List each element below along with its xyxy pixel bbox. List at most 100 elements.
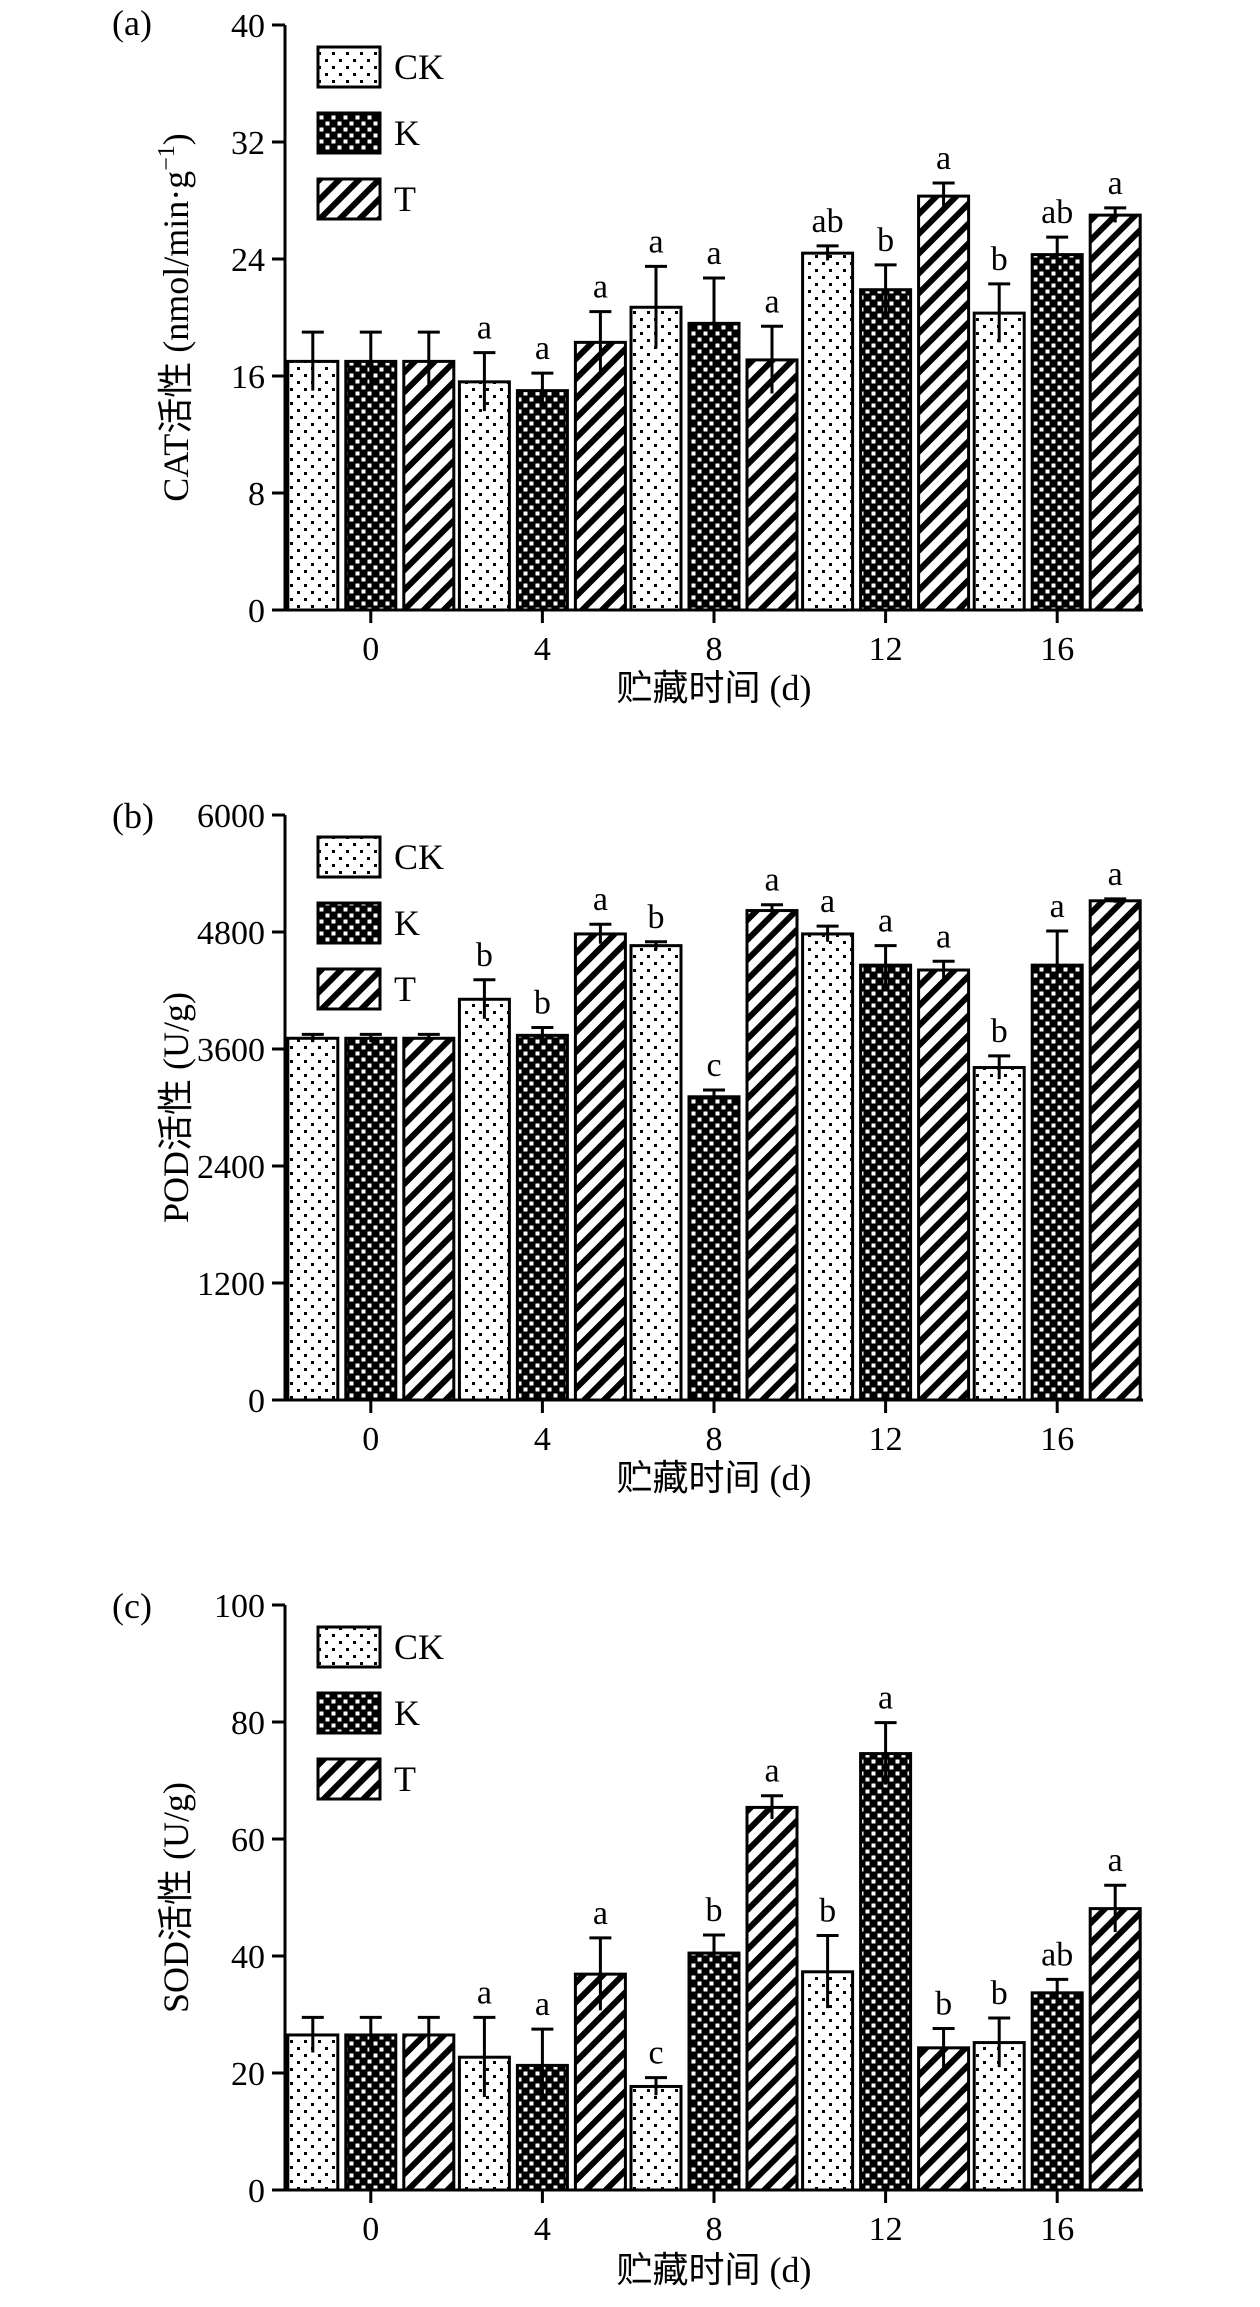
significance-letter: a: [820, 883, 835, 920]
legend-swatch-t: [316, 177, 382, 221]
bar-ck-0: [286, 2033, 340, 2192]
bar-t-16: [1088, 213, 1142, 612]
bar-t-16: [1088, 1907, 1142, 2192]
bar-ck-0: [286, 359, 340, 612]
significance-letter: a: [1108, 856, 1123, 893]
panel-label: (a): [112, 3, 152, 43]
x-tick-label: 4: [534, 631, 551, 668]
legend-label-t: T: [394, 179, 416, 219]
y-tick-label: 20: [231, 2056, 265, 2093]
x-tick-label: 16: [1040, 1421, 1074, 1458]
bar-t-4: [573, 340, 627, 612]
y-tick-label: 24: [231, 242, 265, 279]
legend-swatch-k: [316, 111, 382, 155]
bar-ck-8: [629, 305, 683, 612]
significance-letter: c: [706, 1047, 721, 1084]
significance-letter: a: [593, 269, 608, 306]
significance-letter: a: [764, 283, 779, 320]
significance-letter: b: [476, 937, 493, 974]
legend-swatch-ck: [316, 45, 382, 89]
legend-label-ck: CK: [394, 47, 444, 87]
y-axis-label-main: POD活性 (U/g): [156, 992, 196, 1223]
bar-ck-4: [457, 380, 511, 612]
y-tick-label: 1200: [197, 1266, 265, 1303]
y-tick-label: 16: [231, 359, 265, 396]
bar-t-16: [1088, 899, 1142, 1402]
x-tick-label: 0: [362, 1421, 379, 1458]
y-tick-label: 8: [248, 476, 265, 513]
bar-ck-8: [629, 944, 683, 1402]
bar-t-0: [402, 359, 456, 612]
legend-swatch-ck: [316, 835, 382, 879]
y-axis-label: POD活性 (U/g): [156, 992, 196, 1223]
y-tick-label: 100: [214, 1588, 265, 1625]
significance-letter: c: [648, 2035, 663, 2072]
bar-k-12: [859, 1752, 913, 2192]
significance-letter: a: [936, 140, 951, 177]
legend-swatch-t: [316, 1757, 382, 1801]
bar-ck-0: [286, 1036, 340, 1402]
y-tick-label: 0: [248, 593, 265, 630]
significance-letter: a: [648, 223, 663, 260]
bar-k-16: [1030, 1991, 1084, 2192]
y-tick-label: 0: [248, 2173, 265, 2210]
significance-letter: a: [878, 1680, 893, 1717]
bar-k-4: [515, 389, 569, 612]
significance-letter: b: [991, 241, 1008, 278]
bar-t-12: [917, 2046, 971, 2192]
x-tick-label: 12: [869, 1421, 903, 1458]
significance-letter: a: [593, 881, 608, 918]
x-tick-label: 4: [534, 1421, 551, 1458]
bar-k-16: [1030, 963, 1084, 1402]
significance-letter: a: [593, 1895, 608, 1932]
y-tick-label: 2400: [197, 1149, 265, 1186]
bar-ck-8: [629, 2084, 683, 2192]
significance-letter: a: [535, 330, 550, 367]
x-axis-label: 贮藏时间 (d): [617, 2250, 812, 2290]
legend-label-ck: CK: [394, 1627, 444, 1667]
significance-letter: a: [477, 1974, 492, 2011]
significance-letter: b: [991, 1013, 1008, 1050]
y-tick-label: 40: [231, 8, 265, 45]
y-tick-label: 32: [231, 125, 265, 162]
significance-letter: a: [1108, 1842, 1123, 1879]
bar-t-0: [402, 2033, 456, 2192]
significance-letter: b: [648, 899, 665, 936]
x-tick-label: 12: [869, 2211, 903, 2248]
x-tick-label: 16: [1040, 631, 1074, 668]
significance-letter: ab: [1041, 1936, 1073, 1973]
panel-label: (b): [112, 796, 154, 836]
bar-ck-16: [972, 1066, 1026, 1402]
legend-label-k: K: [394, 113, 420, 153]
y-tick-label: 4800: [197, 915, 265, 952]
x-tick-label: 8: [706, 1421, 723, 1458]
y-tick-label: 80: [231, 1705, 265, 1742]
significance-letter: a: [1108, 165, 1123, 202]
y-axis-label: SOD活性 (U/g): [156, 1782, 196, 2013]
significance-letter: a: [764, 862, 779, 899]
bar-t-8: [745, 358, 799, 612]
x-tick-label: 8: [706, 2211, 723, 2248]
bar-t-8: [745, 1805, 799, 2192]
bar-ck-12: [801, 251, 855, 612]
bar-t-8: [745, 909, 799, 1402]
x-tick-label: 8: [706, 631, 723, 668]
significance-letter: ab: [812, 203, 844, 240]
bar-t-0: [402, 1036, 456, 1402]
bar-k-16: [1030, 253, 1084, 612]
bar-k-8: [687, 1951, 741, 2192]
legend-swatch-k: [316, 1691, 382, 1735]
legend-label-k: K: [394, 903, 420, 943]
bar-k-0: [344, 359, 398, 612]
y-axis-label-close: ): [156, 133, 196, 145]
significance-letter: a: [477, 310, 492, 347]
bar-k-12: [859, 288, 913, 612]
x-axis-label: 贮藏时间 (d): [617, 1458, 812, 1498]
legend-swatch-t: [316, 967, 382, 1011]
significance-letter: b: [991, 1975, 1008, 2012]
bar-k-12: [859, 963, 913, 1402]
bar-t-4: [573, 932, 627, 1402]
y-tick-label: 40: [231, 1939, 265, 1976]
legend-swatch-ck: [316, 1625, 382, 1669]
